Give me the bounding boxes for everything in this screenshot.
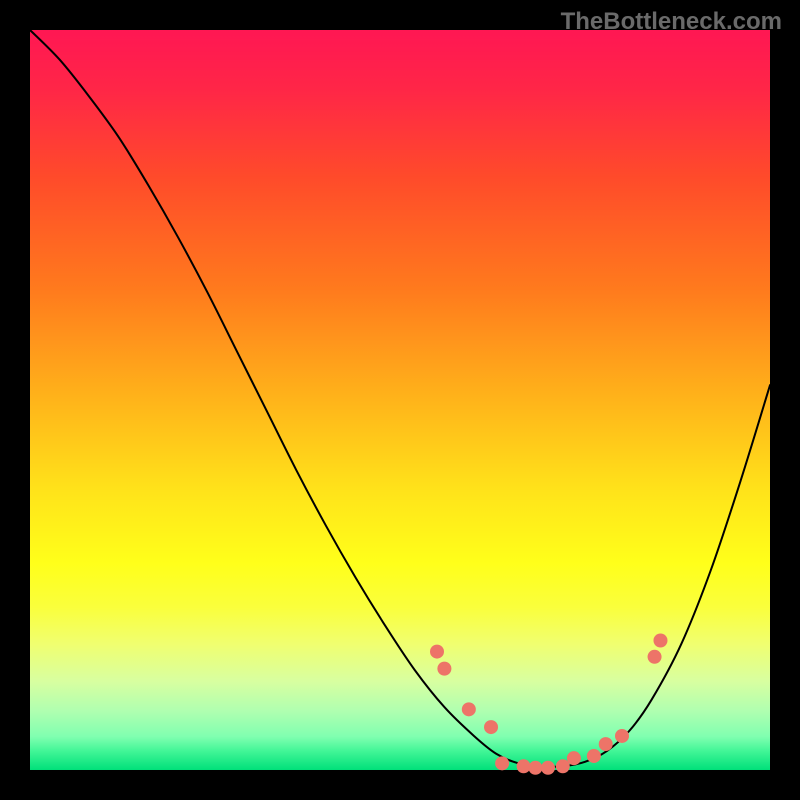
chart-frame: TheBottleneck.com <box>0 0 800 800</box>
marker-point <box>528 761 542 775</box>
marker-point <box>430 645 444 659</box>
marker-point <box>567 751 581 765</box>
marker-point <box>517 759 531 773</box>
marker-point <box>615 729 629 743</box>
marker-point <box>599 737 613 751</box>
marker-point <box>648 650 662 664</box>
marker-point <box>484 720 498 734</box>
watermark-text: TheBottleneck.com <box>561 8 782 36</box>
marker-point <box>437 662 451 676</box>
marker-point <box>495 756 509 770</box>
bottleneck-curve-chart <box>0 0 800 800</box>
marker-point <box>587 749 601 763</box>
marker-point <box>541 761 555 775</box>
marker-point <box>462 702 476 716</box>
marker-point <box>653 634 667 648</box>
